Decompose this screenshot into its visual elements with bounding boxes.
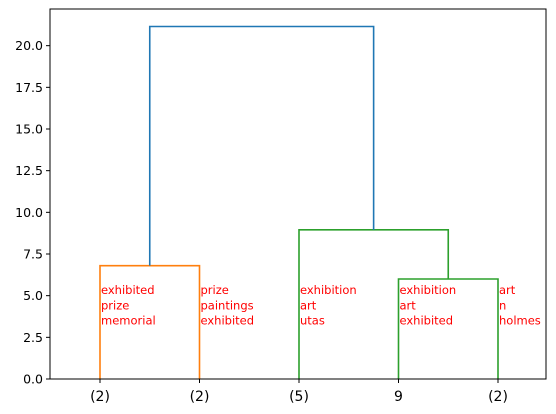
axes-frame <box>49 8 547 380</box>
x-tick-label: (5) <box>289 389 309 405</box>
dendrogram-link-0 <box>99 264 201 379</box>
leaf-annotation-term: n <box>499 298 506 312</box>
leaf-annotation-term: prize <box>101 298 129 312</box>
y-tick-label: 7.5 <box>23 247 43 262</box>
leaf-annotation-1: prize paintings exhibited <box>201 283 255 328</box>
leaf-annotation-term: utas <box>300 314 325 328</box>
y-tick-label: 10.0 <box>15 205 43 220</box>
dendrogram-link-3 <box>148 25 375 266</box>
leaf-annotation-term: art <box>499 283 516 297</box>
y-tick-label: 12.5 <box>15 163 43 178</box>
y-tick-label: 2.5 <box>23 330 43 345</box>
leaf-annotation-term: art <box>400 298 417 312</box>
y-tick-label: 15.0 <box>15 122 43 137</box>
leaf-annotation-2: exhibition art utas <box>300 283 357 328</box>
leaf-annotation-3: exhibition art exhibited <box>400 283 457 328</box>
leaf-annotation-term: memorial <box>101 314 156 328</box>
leaf-annotation-term: exhibited <box>400 314 454 328</box>
leaf-annotation-term: paintings <box>201 298 254 312</box>
leaf-annotation-term: prize <box>201 283 229 297</box>
x-tick-label: 9 <box>394 389 403 405</box>
dendrogram-links <box>99 25 499 379</box>
leaf-annotation-term: art <box>300 298 317 312</box>
y-tick-label: 20.0 <box>15 38 43 53</box>
dendrogram-link-2 <box>298 229 450 379</box>
x-tick-label: (2) <box>190 389 210 405</box>
y-tick-label: 5.0 <box>23 288 43 303</box>
leaf-annotation-4: art n holmes <box>499 283 541 328</box>
x-tick-label: (2) <box>90 389 110 405</box>
x-tick-label: (2) <box>488 389 508 405</box>
leaf-annotation-term: holmes <box>499 314 541 328</box>
leaf-annotation-term: exhibited <box>101 283 155 297</box>
x-axis: (2) (2) (5) 9 (2) <box>90 379 508 405</box>
leaf-annotation-0: exhibited prize memorial <box>101 283 156 328</box>
leaf-annotation-term: exhibition <box>400 283 457 297</box>
y-axis: 0.0 2.5 5.0 7.5 10.0 12.5 15.0 17.5 20.0 <box>15 38 50 387</box>
leaf-annotation-term: exhibition <box>300 283 357 297</box>
y-tick-label: 0.0 <box>23 372 43 387</box>
leaf-annotation-term: exhibited <box>201 314 255 328</box>
y-tick-label: 17.5 <box>15 80 43 95</box>
